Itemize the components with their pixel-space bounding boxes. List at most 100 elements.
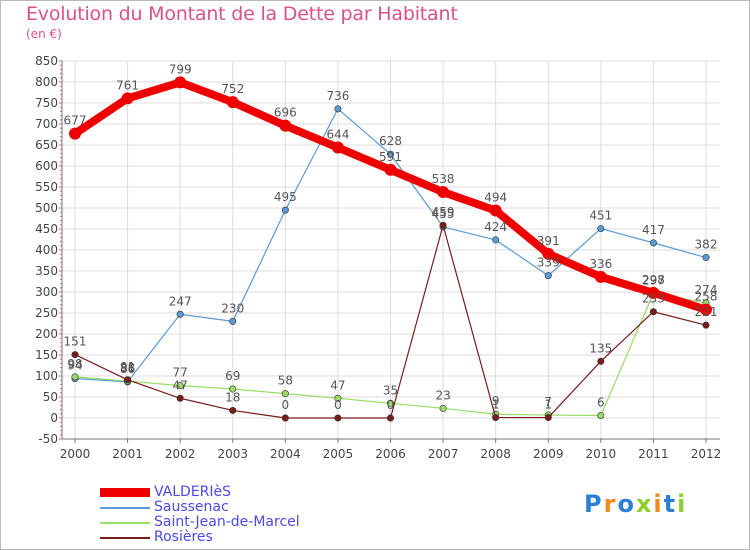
data-point-valderies: [700, 303, 712, 316]
legend-swatch-saussenac: [100, 507, 150, 509]
data-point-saussenac: [176, 310, 184, 318]
data-point-rosieres: [281, 414, 289, 422]
legend-swatch-saint-jean-de-marcel: [100, 522, 150, 524]
x-tick-label: 2006: [375, 447, 406, 461]
data-label-valderies: 677: [64, 114, 87, 128]
y-tick-label: 0: [50, 411, 58, 425]
data-label-rosieres: 135: [589, 341, 612, 355]
data-point-valderies: [437, 186, 450, 199]
data-label-rosieres: 47: [173, 378, 188, 392]
data-label-saint-jean-de-marcel: 77: [173, 366, 188, 380]
data-label-saussenac: 417: [642, 223, 665, 237]
logo-letter: i: [653, 490, 664, 518]
x-tick-label: 2001: [112, 447, 143, 461]
logo-letter: r: [603, 490, 618, 518]
logo-letter: P: [584, 490, 604, 518]
data-label-rosieres: 0: [387, 398, 395, 412]
y-tick-label: 250: [35, 306, 58, 320]
y-tick-label: 550: [35, 180, 58, 194]
legend-swatch-rosieres: [100, 537, 150, 539]
y-tick-label: 450: [35, 222, 58, 236]
x-tick-label: 2011: [638, 447, 669, 461]
data-label-valderies: 336: [589, 257, 612, 271]
x-tick-label: 2010: [586, 447, 617, 461]
data-point-rosieres: [702, 321, 710, 329]
data-point-valderies: [69, 127, 81, 140]
data-label-saussenac: 230: [221, 301, 244, 315]
data-label-saint-jean-de-marcel: 9: [492, 394, 500, 408]
y-tick-label: 750: [35, 96, 58, 110]
data-label-valderies: 752: [221, 82, 244, 96]
data-point-rosieres: [334, 414, 342, 422]
data-label-rosieres: 221: [695, 305, 718, 319]
legend-label-saussenac: Saussenac: [154, 499, 229, 515]
data-label-saussenac: 247: [169, 294, 192, 308]
data-label-valderies: 591: [379, 150, 402, 164]
data-label-valderies: 391: [537, 234, 560, 248]
data-point-valderies: [594, 270, 607, 283]
data-label-saint-jean-de-marcel: 98: [67, 357, 82, 371]
data-label-saint-jean-de-marcel: 47: [330, 378, 345, 392]
data-point-valderies: [121, 92, 134, 105]
data-label-rosieres: 1: [492, 398, 500, 412]
data-point-saint-jean-de-marcel: [281, 390, 289, 398]
data-point-saint-jean-de-marcel: [386, 399, 394, 407]
y-tick-label: 400: [35, 243, 58, 257]
proxiti-logo: Proxiti: [584, 490, 687, 518]
logo-letter: t: [663, 490, 678, 518]
y-tick-label: 700: [35, 117, 58, 131]
x-tick-label: 2009: [533, 447, 564, 461]
data-point-saussenac: [334, 105, 342, 113]
y-tick-label: -50: [38, 432, 58, 446]
x-tick-label: 2007: [428, 447, 459, 461]
y-tick-label: 300: [35, 285, 58, 299]
data-label-saint-jean-de-marcel: 35: [383, 383, 398, 397]
data-label-valderies: 799: [169, 62, 192, 76]
data-point-valderies: [279, 119, 292, 132]
data-point-valderies: [226, 96, 239, 109]
y-tick-label: 600: [35, 159, 58, 173]
data-label-saussenac: 424: [484, 220, 507, 234]
legend-label-valderies: VALDERIèS: [154, 484, 232, 500]
data-label-valderies: 761: [116, 78, 139, 92]
data-label-saint-jean-de-marcel: 23: [435, 388, 450, 402]
data-point-valderies: [384, 163, 397, 176]
data-label-saint-jean-de-marcel: 58: [278, 374, 293, 388]
x-tick-label: 2008: [480, 447, 511, 461]
data-label-rosieres: 0: [282, 398, 290, 412]
data-point-valderies: [331, 141, 344, 154]
data-label-rosieres: 253: [642, 292, 665, 306]
data-point-valderies: [542, 247, 555, 260]
y-tick-label: 850: [35, 54, 58, 68]
chart-subtitle: (en €): [26, 27, 62, 41]
data-point-saussenac: [702, 254, 710, 262]
data-label-saussenac: 455: [432, 207, 455, 221]
data-label-saint-jean-de-marcel: 7: [544, 395, 552, 409]
data-point-rosieres: [386, 414, 394, 422]
data-label-rosieres: 91: [120, 360, 135, 374]
y-tick-label: 150: [35, 348, 58, 362]
logo-letter: o: [617, 490, 636, 518]
logo-letter: x: [635, 490, 654, 518]
y-tick-label: 100: [35, 369, 58, 383]
x-tick-label: 2002: [165, 447, 196, 461]
data-label-rosieres: 0: [334, 398, 342, 412]
data-label-saint-jean-de-marcel: 274: [695, 283, 718, 297]
data-point-rosieres: [439, 221, 447, 229]
data-point-saussenac: [597, 225, 605, 233]
data-label-saint-jean-de-marcel: 88: [120, 361, 135, 375]
data-label-saint-jean-de-marcel: 69: [225, 369, 240, 383]
data-point-valderies: [489, 204, 502, 217]
data-label-saussenac: 495: [274, 190, 297, 204]
data-point-rosieres: [544, 414, 552, 422]
data-label-saussenac: 382: [695, 238, 718, 252]
data-label-valderies: 494: [484, 191, 507, 205]
y-tick-label: 200: [35, 327, 58, 341]
x-tick-label: 2005: [323, 447, 354, 461]
data-point-saussenac: [492, 236, 500, 244]
legend-label-rosieres: Rosières: [154, 529, 213, 545]
data-label-saussenac: 94: [67, 359, 82, 373]
legend-swatch-valderies: [100, 488, 150, 497]
data-label-rosieres: 1: [544, 398, 552, 412]
data-point-rosieres: [649, 308, 657, 316]
